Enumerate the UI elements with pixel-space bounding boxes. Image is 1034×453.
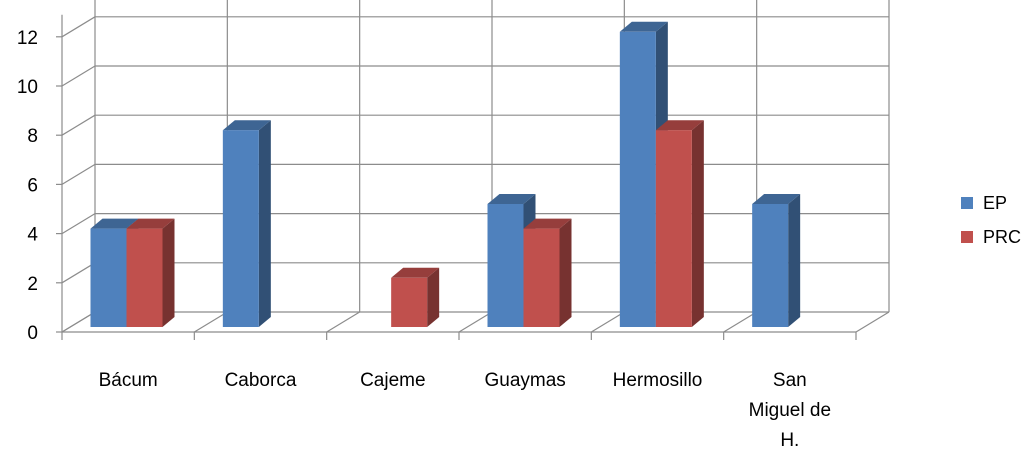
bar-side-face bbox=[559, 218, 572, 327]
bar-prc bbox=[655, 120, 704, 327]
floor-gridline bbox=[61, 311, 96, 333]
bar-prc bbox=[523, 218, 572, 327]
bar-ep bbox=[752, 194, 801, 327]
bar-top-face bbox=[487, 194, 536, 204]
bar-front-face bbox=[619, 31, 656, 328]
category-label: H. bbox=[780, 430, 799, 451]
bar-front-face bbox=[655, 130, 692, 327]
x-axis-category-labels: Bácum Caborca Cajeme Guaymas Hermosillo San Mi… bbox=[99, 370, 831, 451]
y-tick-label: 8 bbox=[27, 126, 38, 147]
legend-swatch-ep bbox=[961, 197, 973, 209]
bar-front-face bbox=[752, 204, 789, 327]
category-label: Cajeme bbox=[360, 370, 425, 391]
y-tick-label: 10 bbox=[17, 77, 38, 98]
bar-front-face bbox=[523, 228, 560, 327]
bar-top-face bbox=[752, 194, 801, 204]
category-label: Hermosillo bbox=[613, 370, 703, 391]
legend-swatch-prc bbox=[961, 231, 973, 243]
bar-top-face bbox=[655, 120, 704, 131]
bar-front-face bbox=[391, 277, 428, 327]
bar-top-face bbox=[391, 267, 440, 278]
bar-side-face bbox=[691, 120, 704, 327]
bar-side-face bbox=[427, 267, 440, 327]
floor-gridline bbox=[855, 311, 890, 333]
y-tick-label: 12 bbox=[17, 28, 38, 49]
bar-prc bbox=[126, 218, 175, 327]
legend: EP PRC bbox=[961, 193, 1021, 247]
bar-front-face bbox=[222, 130, 259, 327]
y-tick-label: 6 bbox=[27, 175, 38, 196]
bar-top-face bbox=[619, 21, 668, 32]
floor-gridline bbox=[723, 311, 757, 333]
floor-gridline bbox=[194, 311, 228, 333]
bar-ep bbox=[222, 120, 271, 327]
y-tick-label: 2 bbox=[27, 274, 38, 295]
category-label: Bácum bbox=[99, 370, 158, 391]
legend-label-ep: EP bbox=[983, 193, 1007, 213]
bar-top-face bbox=[90, 218, 139, 229]
floor-gridline bbox=[591, 311, 625, 333]
category-label: Caborca bbox=[225, 370, 297, 391]
gridline-side bbox=[61, 114, 96, 136]
gridline-side bbox=[61, 213, 96, 235]
bar-side-face bbox=[258, 120, 271, 327]
gridline-side bbox=[61, 16, 96, 38]
gridline-side bbox=[61, 163, 96, 185]
bar-side-face bbox=[788, 194, 801, 327]
y-axis-tick-labels: 0 2 4 6 8 10 12 bbox=[17, 28, 39, 344]
gridline-side bbox=[61, 65, 96, 87]
bars bbox=[90, 21, 801, 328]
bar-top-face bbox=[126, 218, 175, 229]
y-tick-label: 0 bbox=[27, 323, 38, 344]
y-tick-label: 4 bbox=[27, 225, 38, 246]
bar-top-face bbox=[523, 218, 572, 229]
floor-gridline bbox=[458, 311, 493, 333]
bar-front-face bbox=[487, 204, 524, 327]
axes bbox=[56, 14, 857, 340]
bar-side-face bbox=[162, 218, 175, 327]
legend-label-prc: PRC bbox=[983, 227, 1021, 247]
bar-front-face bbox=[126, 228, 163, 327]
bar-top-face bbox=[222, 120, 271, 131]
category-label: Miguel de bbox=[749, 400, 831, 421]
category-label: Guaymas bbox=[485, 370, 566, 391]
floor-gridline bbox=[326, 311, 360, 333]
category-label: San bbox=[773, 370, 807, 391]
bar-front-face bbox=[90, 228, 127, 327]
gridline-side bbox=[61, 262, 96, 284]
bar-prc bbox=[391, 267, 440, 327]
